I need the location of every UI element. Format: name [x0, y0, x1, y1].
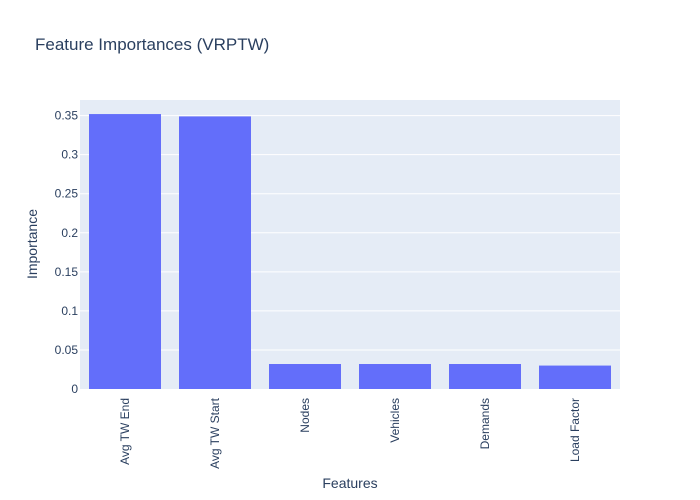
gridlines: [80, 115, 620, 351]
bars: [89, 114, 611, 390]
x-tick-label: Vehicles: [388, 398, 402, 443]
y-tick-label: 0.2: [61, 226, 78, 240]
y-tick-label: 0: [71, 382, 78, 396]
y-tick-label: 0.25: [55, 187, 79, 201]
x-axis-ticks: Avg TW End Avg TW Start Nodes Vehicles Deman…: [118, 397, 582, 469]
bar: [449, 364, 521, 389]
bar: [269, 364, 341, 389]
y-axis-title: Importance: [24, 209, 40, 279]
x-tick-label: Avg TW Start: [208, 397, 222, 469]
chart-title: Feature Importances (VRPTW): [35, 35, 269, 54]
x-tick-label: Nodes: [298, 398, 312, 433]
x-axis-title: Features: [322, 475, 377, 491]
plot-area: [80, 100, 620, 389]
y-tick-label: 0.3: [61, 148, 78, 162]
y-tick-label: 0.05: [55, 343, 79, 357]
bar: [359, 364, 431, 389]
y-axis-ticks: 0 0.05 0.1 0.15 0.2 0.25 0.3 0.35: [55, 109, 79, 396]
bar: [539, 365, 611, 389]
y-tick-label: 0.1: [61, 304, 78, 318]
x-tick-label: Load Factor: [568, 398, 582, 462]
x-tick-label: Demands: [478, 398, 492, 449]
bar: [179, 116, 251, 389]
y-tick-label: 0.15: [55, 265, 79, 279]
y-tick-label: 0.35: [55, 109, 79, 123]
bar: [89, 114, 161, 390]
x-tick-label: Avg TW End: [118, 398, 132, 465]
